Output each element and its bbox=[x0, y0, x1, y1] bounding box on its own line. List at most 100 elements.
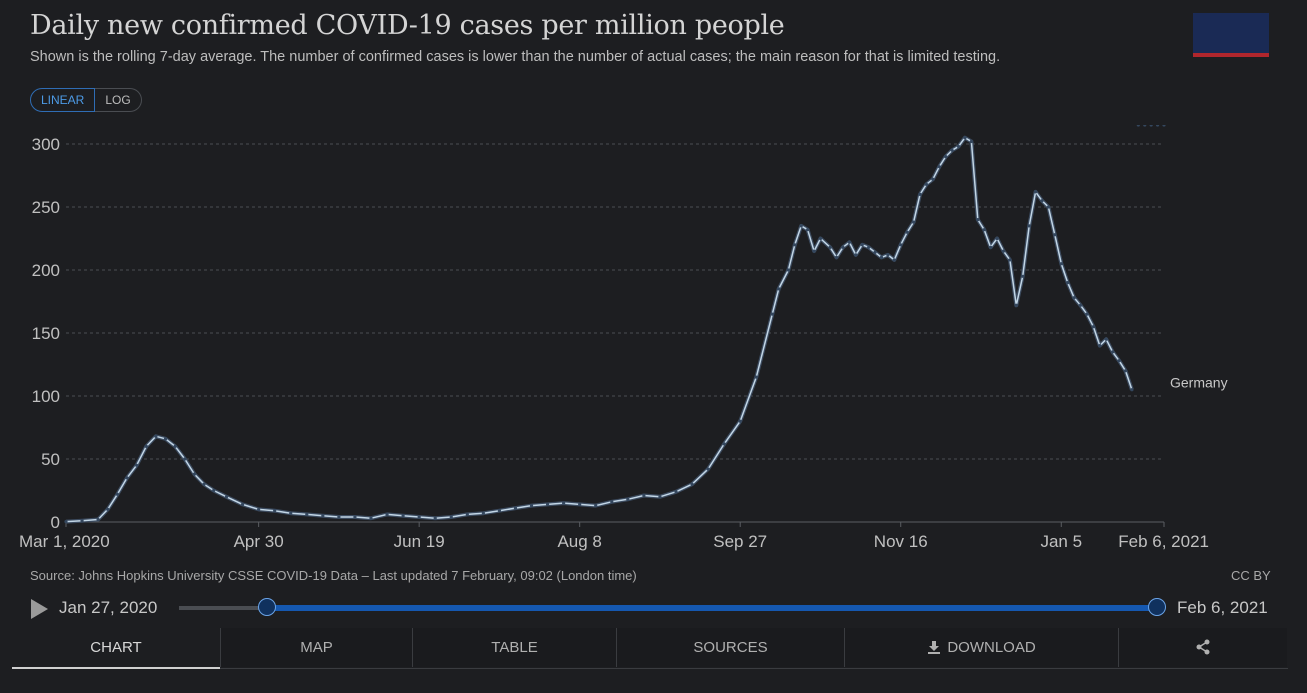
y-tick-label: 50 bbox=[41, 450, 60, 469]
series-label-germany: Germany bbox=[1170, 375, 1228, 391]
x-tick-label: Jun 19 bbox=[394, 532, 445, 551]
data-point bbox=[828, 245, 832, 249]
tab-table[interactable]: TABLE bbox=[412, 628, 616, 667]
data-point bbox=[1066, 281, 1070, 285]
data-point bbox=[918, 192, 922, 196]
timeline-track[interactable] bbox=[179, 606, 267, 610]
data-point bbox=[545, 502, 550, 506]
data-point bbox=[417, 515, 421, 519]
owid-logo[interactable] bbox=[1193, 13, 1269, 57]
data-point bbox=[369, 516, 373, 520]
data-point bbox=[786, 268, 790, 272]
timeline-end-handle[interactable] bbox=[1148, 598, 1166, 616]
data-point bbox=[1136, 125, 1140, 127]
data-point bbox=[690, 482, 694, 486]
data-point bbox=[1111, 350, 1115, 354]
license-link[interactable]: CC BY bbox=[1231, 568, 1271, 583]
data-point bbox=[1091, 325, 1095, 329]
data-point bbox=[106, 507, 110, 511]
data-point bbox=[385, 512, 389, 517]
data-point bbox=[64, 520, 68, 524]
data-point bbox=[963, 136, 967, 140]
timeline-selected-range[interactable] bbox=[267, 605, 1157, 611]
data-point bbox=[1078, 303, 1083, 307]
data-point bbox=[754, 375, 758, 379]
data-point bbox=[770, 312, 774, 316]
tab-share[interactable] bbox=[1118, 628, 1287, 667]
data-point bbox=[956, 144, 961, 149]
data-point bbox=[1027, 224, 1031, 228]
data-point bbox=[192, 472, 197, 476]
data-point bbox=[626, 497, 630, 501]
data-point bbox=[1008, 258, 1012, 262]
data-point bbox=[144, 444, 148, 448]
tab-map[interactable]: MAP bbox=[220, 628, 412, 667]
linear-scale-button[interactable]: LINEAR bbox=[30, 88, 96, 112]
download-label: DOWNLOAD bbox=[947, 639, 1036, 656]
tab-chart[interactable]: CHART bbox=[12, 628, 220, 669]
y-tick-label: 150 bbox=[32, 324, 60, 343]
data-point bbox=[449, 515, 453, 519]
data-point bbox=[989, 245, 993, 249]
data-point bbox=[1046, 205, 1051, 209]
data-point bbox=[892, 258, 896, 262]
data-point bbox=[1014, 303, 1018, 307]
data-point bbox=[899, 243, 903, 247]
source-note: Source: Johns Hopkins University CSSE CO… bbox=[30, 568, 637, 583]
data-point bbox=[481, 511, 485, 515]
data-point bbox=[905, 230, 909, 234]
data-point bbox=[1149, 125, 1153, 127]
data-point bbox=[202, 482, 206, 486]
data-point bbox=[806, 228, 810, 232]
y-tick-label: 300 bbox=[32, 135, 60, 154]
play-icon[interactable] bbox=[31, 599, 48, 619]
data-point bbox=[212, 488, 216, 493]
x-tick-label: Aug 8 bbox=[557, 532, 601, 551]
data-point bbox=[841, 245, 845, 249]
data-point bbox=[995, 236, 999, 241]
data-point bbox=[154, 434, 158, 438]
x-tick-label: Nov 16 bbox=[874, 532, 928, 551]
data-point bbox=[173, 444, 177, 448]
data-point bbox=[224, 495, 229, 499]
data-point bbox=[1104, 337, 1108, 341]
data-point bbox=[578, 502, 582, 506]
y-tick-label: 0 bbox=[51, 513, 60, 532]
data-point bbox=[1143, 125, 1147, 127]
view-tabs: CHART MAP TABLE SOURCES DOWNLOAD bbox=[12, 628, 1288, 669]
data-point bbox=[594, 504, 598, 508]
data-point bbox=[240, 502, 245, 506]
data-point bbox=[135, 463, 139, 467]
data-point bbox=[1001, 249, 1006, 253]
tab-download[interactable]: DOWNLOAD bbox=[844, 628, 1118, 667]
data-point bbox=[969, 139, 973, 144]
data-point bbox=[433, 516, 437, 520]
data-point bbox=[777, 287, 781, 291]
y-tick-label: 200 bbox=[32, 261, 60, 280]
data-point bbox=[799, 224, 803, 228]
data-point bbox=[257, 507, 261, 511]
data-point bbox=[305, 512, 309, 517]
log-scale-button[interactable]: LOG bbox=[95, 88, 142, 112]
data-point bbox=[465, 512, 469, 517]
timeline-start-handle[interactable] bbox=[258, 598, 276, 616]
x-tick-label: Jan 5 bbox=[1040, 532, 1082, 551]
data-point bbox=[1033, 190, 1038, 194]
data-point bbox=[911, 220, 916, 224]
tab-sources[interactable]: SOURCES bbox=[616, 628, 844, 667]
data-point bbox=[1040, 199, 1044, 203]
data-point bbox=[321, 514, 325, 518]
data-point bbox=[738, 419, 742, 423]
timeline-start-date: Jan 27, 2020 bbox=[59, 598, 158, 617]
data-point bbox=[273, 509, 277, 513]
data-point bbox=[353, 515, 357, 519]
data-point bbox=[658, 495, 662, 499]
data-point bbox=[1117, 359, 1121, 363]
data-point bbox=[860, 243, 864, 247]
data-point bbox=[854, 253, 858, 257]
data-point bbox=[80, 519, 84, 523]
data-point bbox=[1123, 369, 1128, 373]
share-icon bbox=[1196, 639, 1210, 655]
data-point bbox=[674, 490, 678, 494]
data-point bbox=[982, 228, 986, 232]
